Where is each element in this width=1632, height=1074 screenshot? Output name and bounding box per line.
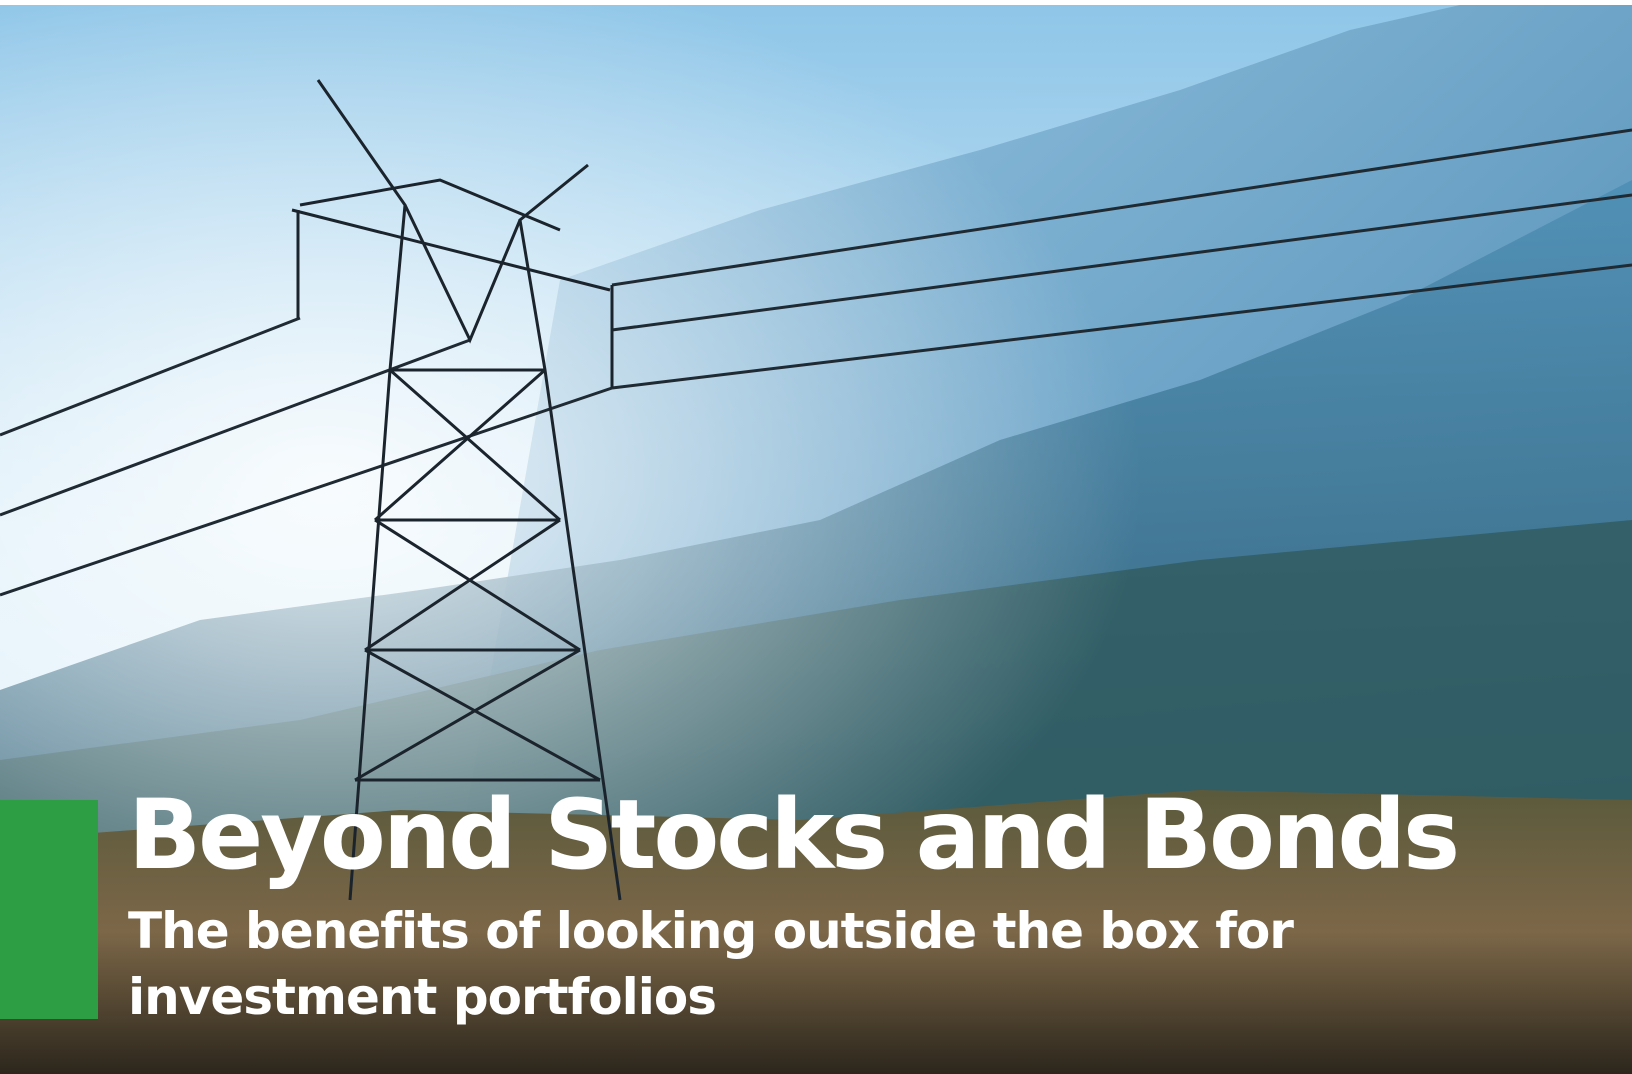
subtitle-line: investment portfolios	[128, 968, 716, 1026]
title: Beyond Stocks and Bonds	[128, 779, 1457, 891]
pylon	[291, 79, 622, 901]
accent-bar	[0, 800, 98, 1019]
subtitle-line: The benefits of looking outside the box …	[128, 902, 1294, 960]
